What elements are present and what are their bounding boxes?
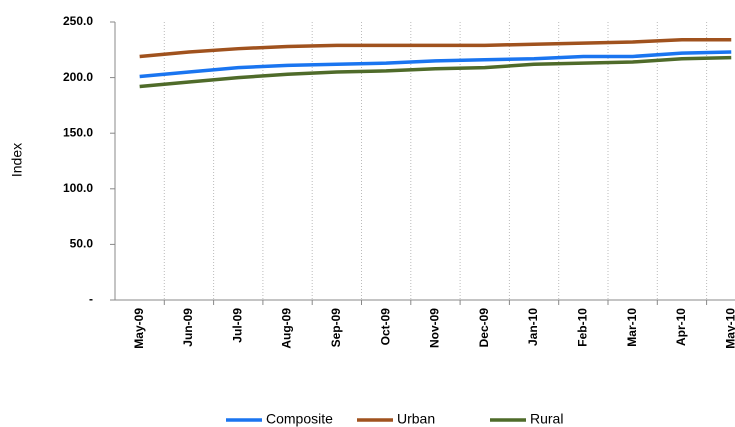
x-tick-label: Jun-09 <box>181 308 195 347</box>
x-tick-label: Mar-10 <box>625 308 639 347</box>
line-series <box>139 38 732 59</box>
y-tick-label: 50.0 <box>70 237 94 251</box>
legend-label: Urban <box>397 411 435 427</box>
x-tick-label: Sep-09 <box>329 308 343 348</box>
x-tick-label: May-09 <box>132 308 146 349</box>
legend-label: Composite <box>266 411 333 427</box>
y-tick-label: 200.0 <box>63 70 93 84</box>
x-tick-label: Aug-09 <box>280 308 294 349</box>
x-tick-label: Jul-09 <box>230 308 244 343</box>
y-tick-label: - <box>89 292 93 306</box>
x-tick-label: May-10 <box>723 308 735 349</box>
line-series <box>139 55 732 89</box>
y-tick-label: 250.0 <box>63 14 93 28</box>
x-tick-label: Jan-10 <box>526 308 540 346</box>
legend-label: Rural <box>530 411 563 427</box>
x-tick-label: Feb-10 <box>576 308 590 347</box>
x-tick-label: Apr-10 <box>674 308 688 346</box>
x-tick-label: Oct-09 <box>378 308 392 346</box>
x-tick-label: Nov-09 <box>428 308 442 348</box>
y-axis-label: Index <box>9 143 25 177</box>
x-tick-label: Dec-09 <box>477 308 491 348</box>
line-series <box>139 50 732 79</box>
y-tick-label: 100.0 <box>63 181 93 195</box>
y-tick-label: 150.0 <box>63 125 93 139</box>
